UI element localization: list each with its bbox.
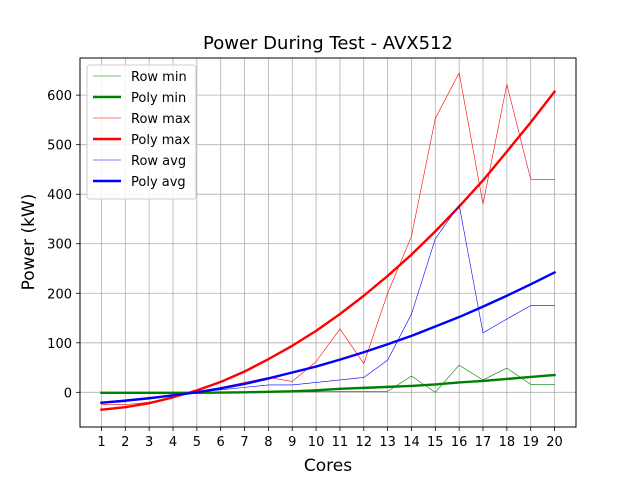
legend-label: Poly avg bbox=[131, 175, 186, 190]
legend: Row min Poly min Row max Poly max Row avg Pol… bbox=[86, 64, 197, 200]
x-tick-label: 3 bbox=[145, 435, 153, 450]
x-axis-title: Cores bbox=[304, 456, 352, 476]
y-axis-ticks: 0 100 200 300 400 500 600 bbox=[47, 89, 80, 401]
x-tick-label: 6 bbox=[217, 435, 225, 450]
y-axis-title: Power (kW) bbox=[19, 194, 39, 291]
x-tick-label: 9 bbox=[288, 435, 296, 450]
y-tick-label: 100 bbox=[47, 337, 72, 352]
x-tick-label: 2 bbox=[121, 435, 129, 450]
x-tick-label: 12 bbox=[355, 435, 372, 450]
plot-frame bbox=[79, 57, 577, 428]
y-tick-label: 300 bbox=[47, 238, 72, 253]
series-line-poly-min bbox=[100, 373, 556, 395]
x-tick-label: 19 bbox=[522, 435, 539, 450]
chart-title: Power During Test - AVX512 bbox=[203, 33, 453, 54]
y-tick-label: 600 bbox=[47, 89, 72, 104]
legend-label: Poly min bbox=[131, 91, 186, 106]
x-tick-label: 17 bbox=[475, 435, 492, 450]
legend-label: Row max bbox=[131, 112, 191, 127]
x-tick-label: 1 bbox=[97, 435, 105, 450]
x-tick-label: 16 bbox=[451, 435, 468, 450]
y-tick-label: 200 bbox=[47, 287, 72, 302]
x-tick-label: 7 bbox=[240, 435, 248, 450]
x-tick-label: 4 bbox=[169, 435, 177, 450]
x-tick-label: 11 bbox=[332, 435, 349, 450]
legend-label: Row avg bbox=[131, 154, 186, 169]
series-line-poly-max bbox=[100, 89, 557, 411]
series-lines bbox=[100, 72, 557, 411]
y-tick-label: 0 bbox=[64, 386, 72, 401]
x-tick-label: 15 bbox=[427, 435, 444, 450]
legend-label: Row min bbox=[131, 70, 187, 85]
y-tick-label: 400 bbox=[47, 188, 72, 203]
y-tick-label: 500 bbox=[47, 139, 72, 154]
x-tick-label: 13 bbox=[379, 435, 396, 450]
x-tick-label: 5 bbox=[193, 435, 201, 450]
x-tick-label: 8 bbox=[264, 435, 272, 450]
legend-label: Poly max bbox=[131, 133, 190, 148]
x-tick-label: 18 bbox=[499, 435, 516, 450]
x-tick-label: 14 bbox=[403, 435, 420, 450]
x-tick-label: 20 bbox=[546, 435, 563, 450]
series-line-poly-avg bbox=[100, 270, 557, 405]
x-axis-ticks: 1 2 3 4 5 6 7 8 9 10 11 12 13 14 15 16 17 18 19 20 bbox=[97, 427, 563, 450]
legend-box bbox=[86, 64, 197, 200]
x-tick-label: 10 bbox=[308, 435, 325, 450]
